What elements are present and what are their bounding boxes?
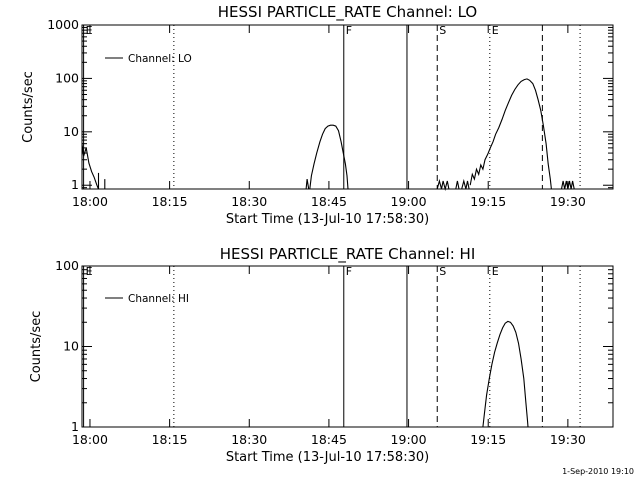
y-tick-label: 10 <box>63 339 79 354</box>
event-marker-label: F <box>346 24 352 37</box>
series-line-segment <box>469 78 552 190</box>
x-tick-label: 19:30 <box>550 194 586 209</box>
chart-title: HESSI PARTICLE_RATE Channel: HI <box>220 245 476 264</box>
y-axis-label: Counts/sec <box>21 71 36 143</box>
event-marker-label: E <box>86 24 93 37</box>
x-tick-label: 18:15 <box>152 432 188 447</box>
y-tick-label: 1000 <box>47 17 79 32</box>
x-tick-label: 18:45 <box>311 194 347 209</box>
event-marker-label: S <box>439 24 446 37</box>
event-marker-label: E <box>492 265 499 278</box>
x-tick-label: 19:30 <box>550 432 586 447</box>
x-tick-label: 18:30 <box>231 194 267 209</box>
series-line-segment <box>461 178 470 190</box>
x-tick-label: 18:45 <box>311 432 347 447</box>
y-tick-label: 100 <box>55 70 79 85</box>
series-line-segment <box>436 178 450 192</box>
y-axis-label: Counts/sec <box>29 311 44 383</box>
legend-label: Channel: LO <box>128 53 192 65</box>
series-line-segment <box>305 179 310 190</box>
series-line-segment <box>560 180 575 190</box>
series-line-segment <box>309 124 349 190</box>
y-tick-label: 10 <box>63 124 79 139</box>
chart-title: HESSI PARTICLE_RATE Channel: LO <box>218 3 477 22</box>
x-tick-label: 19:15 <box>470 432 506 447</box>
x-tick-label: 19:00 <box>391 194 427 209</box>
x-tick-label: 18:15 <box>152 194 188 209</box>
series-line-segment <box>482 320 529 428</box>
x-tick-label: 19:15 <box>470 194 506 209</box>
y-tick-label: 1 <box>71 177 79 192</box>
x-axis-label: Start Time (13-Jul-10 17:58:30) <box>226 450 429 465</box>
event-marker-label: F <box>346 265 352 278</box>
event-marker-label: S <box>439 265 446 278</box>
legend-label: Channel: HI <box>128 293 189 305</box>
x-tick-label: 18:30 <box>231 432 267 447</box>
chart-panel-hi: HESSI PARTICLE_RATE Channel: HI E F S E 18:00… <box>29 245 614 465</box>
event-marker-label: E <box>86 265 93 278</box>
x-tick-label: 19:00 <box>391 432 427 447</box>
y-tick-label: 100 <box>55 258 79 273</box>
plot-frame <box>81 265 614 428</box>
x-tick-label: 18:00 <box>72 194 108 209</box>
x-tick-label: 18:00 <box>72 432 108 447</box>
series-line-segment <box>455 180 460 190</box>
x-axis-label: Start Time (13-Jul-10 17:58:30) <box>226 212 429 227</box>
footer-date: 1-Sep-2010 19:10 <box>562 467 634 476</box>
plot-frame <box>81 24 614 190</box>
y-tick-label: 1 <box>71 419 79 434</box>
event-marker-label: E <box>492 24 499 37</box>
chart-panel-lo: HESSI PARTICLE_RATE Channel: LO E F S E 18:00… <box>21 3 614 227</box>
series-line-segment <box>81 143 100 190</box>
